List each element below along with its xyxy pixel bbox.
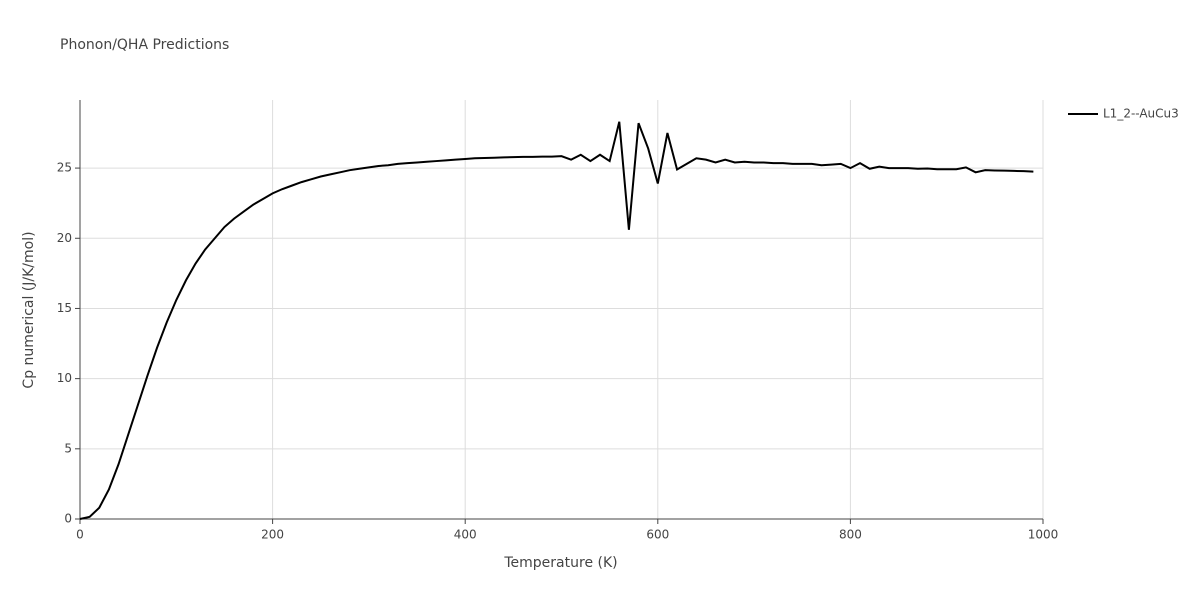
legend-label: L1_2--AuCu3 bbox=[1103, 107, 1179, 121]
x-axis-title: Temperature (K) bbox=[503, 555, 617, 571]
y-tick-label: 20 bbox=[57, 231, 72, 245]
y-tick-label: 25 bbox=[57, 161, 72, 175]
x-tick-label: 600 bbox=[646, 528, 669, 542]
x-tick-label: 0 bbox=[76, 528, 84, 542]
x-tick-label: 400 bbox=[454, 528, 477, 542]
y-tick-label: 15 bbox=[57, 301, 72, 315]
x-tick-label: 1000 bbox=[1028, 528, 1059, 542]
data-line bbox=[79, 121, 1034, 520]
y-tick-label: 0 bbox=[64, 512, 72, 526]
x-tick-label: 800 bbox=[839, 528, 862, 542]
y-tick-label: 10 bbox=[57, 371, 72, 385]
y-axis-title: Cp numerical (J/K/mol) bbox=[21, 231, 37, 388]
y-tick-label: 5 bbox=[64, 441, 72, 455]
x-tick-label: 200 bbox=[261, 528, 284, 542]
chart-title: Phonon/QHA Predictions bbox=[60, 37, 229, 53]
